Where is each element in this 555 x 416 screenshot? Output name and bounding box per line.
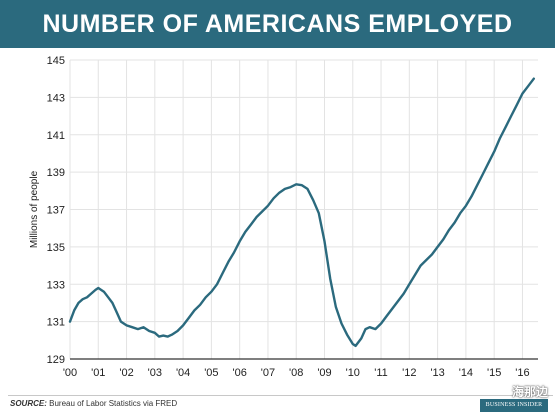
x-tick-label: '03 [148, 367, 162, 379]
y-tick-label: 145 [47, 55, 65, 67]
source-note: SOURCE: Bureau of Labor Statistics via F… [10, 399, 177, 408]
title-bar: NUMBER OF AMERICANS EMPLOYED [0, 0, 555, 48]
x-tick-label: '08 [289, 367, 303, 379]
x-tick-label: '05 [204, 367, 218, 379]
x-tick-label: '14 [459, 367, 473, 379]
source-label: SOURCE: [10, 399, 47, 408]
y-tick-label: 133 [47, 279, 65, 291]
x-tick-label: '10 [346, 367, 360, 379]
chart: 129 131 133 135 137 139 141 143 145 '00 '01 '02 '03… [29, 55, 538, 379]
y-tick-label: 143 [47, 92, 65, 104]
footer-divider [8, 395, 553, 396]
x-tick-label: '06 [232, 367, 246, 379]
x-tick-label: '16 [515, 367, 529, 379]
x-tick-label: '02 [119, 367, 133, 379]
chart-series [68, 77, 535, 348]
x-tick-label: '07 [261, 367, 275, 379]
series-line-employed [68, 77, 535, 348]
logo-text: BUSINESS INSIDER [485, 402, 543, 408]
x-tick-label: '01 [91, 367, 105, 379]
y-tick-label: 139 [47, 167, 65, 179]
chart-title: NUMBER OF AMERICANS EMPLOYED [42, 10, 513, 38]
y-tick-label: 135 [47, 242, 65, 254]
chart-gridlines [69, 59, 538, 360]
x-tick-label: '13 [430, 367, 444, 379]
source-text: Bureau of Labor Statistics via FRED [46, 399, 178, 408]
business-insider-logo: BUSINESS INSIDER [480, 399, 548, 412]
x-tick-label: '11 [374, 367, 388, 379]
y-tick-label: 131 [47, 317, 65, 329]
y-axis-ticks: 129 131 133 135 137 139 141 143 145 [47, 55, 65, 366]
x-tick-label: '04 [176, 367, 190, 379]
x-tick-label: '15 [487, 367, 501, 379]
y-tick-label: 141 [47, 130, 65, 142]
watermark: 海那边 [511, 385, 548, 399]
x-axis-ticks: '00 '01 '02 '03 '04 '05 '06 '07 '08 '09 '10 '11 '12 '… [63, 367, 530, 379]
x-tick-label: '00 [63, 367, 77, 379]
x-tick-label: '09 [317, 367, 331, 379]
y-tick-label: 129 [47, 354, 65, 366]
x-tick-label: '12 [402, 367, 416, 379]
y-axis-label: Millions of people [29, 170, 40, 248]
y-tick-label: 137 [47, 205, 65, 217]
